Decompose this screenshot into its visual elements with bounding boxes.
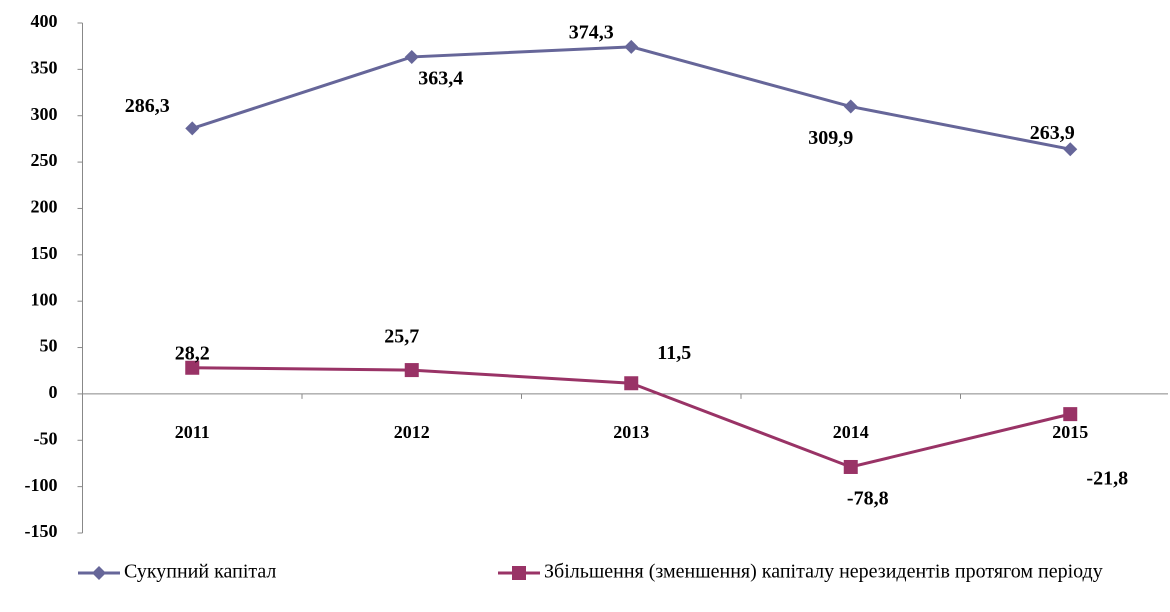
data-label: 263,9 bbox=[1030, 122, 1075, 144]
marker bbox=[843, 459, 858, 474]
x-tick-label: 2011 bbox=[175, 422, 210, 442]
marker bbox=[624, 376, 639, 391]
y-tick-label: 250 bbox=[31, 150, 58, 170]
data-label: 374,3 bbox=[569, 21, 614, 43]
data-label: -78,8 bbox=[847, 488, 889, 510]
y-tick-label: 150 bbox=[31, 243, 58, 263]
data-label: 28,2 bbox=[175, 342, 210, 364]
y-tick-label: 0 bbox=[49, 382, 58, 402]
legend-marker bbox=[92, 566, 106, 580]
marker bbox=[1063, 407, 1078, 422]
x-tick-label: 2015 bbox=[1052, 422, 1088, 442]
y-tick-label: 200 bbox=[31, 197, 58, 217]
data-label: 363,4 bbox=[418, 68, 463, 90]
data-label: 11,5 bbox=[657, 342, 691, 364]
y-tick-label: -150 bbox=[25, 521, 58, 541]
y-tick-label: -100 bbox=[25, 475, 58, 495]
y-tick-label: 300 bbox=[31, 104, 58, 124]
legend-label: Сукупний капітал bbox=[124, 561, 276, 583]
y-tick-label: 100 bbox=[31, 289, 58, 309]
data-label: -21,8 bbox=[1086, 468, 1128, 490]
series-line bbox=[191, 45, 1071, 151]
legend-marker bbox=[512, 566, 526, 580]
y-tick-label: 350 bbox=[31, 57, 58, 77]
x-tick-label: 2014 bbox=[833, 422, 869, 442]
marker bbox=[185, 360, 200, 375]
marker bbox=[624, 39, 639, 54]
legend-label: Збільшення (зменшення) капіталу нерезиде… bbox=[544, 561, 1103, 583]
marker bbox=[843, 99, 858, 114]
y-tick-label: 50 bbox=[40, 336, 58, 356]
marker bbox=[404, 49, 419, 64]
y-tick-label: -50 bbox=[34, 428, 58, 448]
data-label: 309,9 bbox=[808, 127, 853, 149]
data-label: 25,7 bbox=[384, 326, 419, 348]
data-label: 286,3 bbox=[125, 95, 170, 117]
marker bbox=[404, 363, 419, 378]
marker bbox=[1063, 142, 1078, 157]
x-tick-label: 2012 bbox=[394, 422, 430, 442]
marker bbox=[185, 121, 200, 136]
y-tick-label: 400 bbox=[31, 11, 58, 31]
x-tick-label: 2013 bbox=[613, 422, 649, 442]
